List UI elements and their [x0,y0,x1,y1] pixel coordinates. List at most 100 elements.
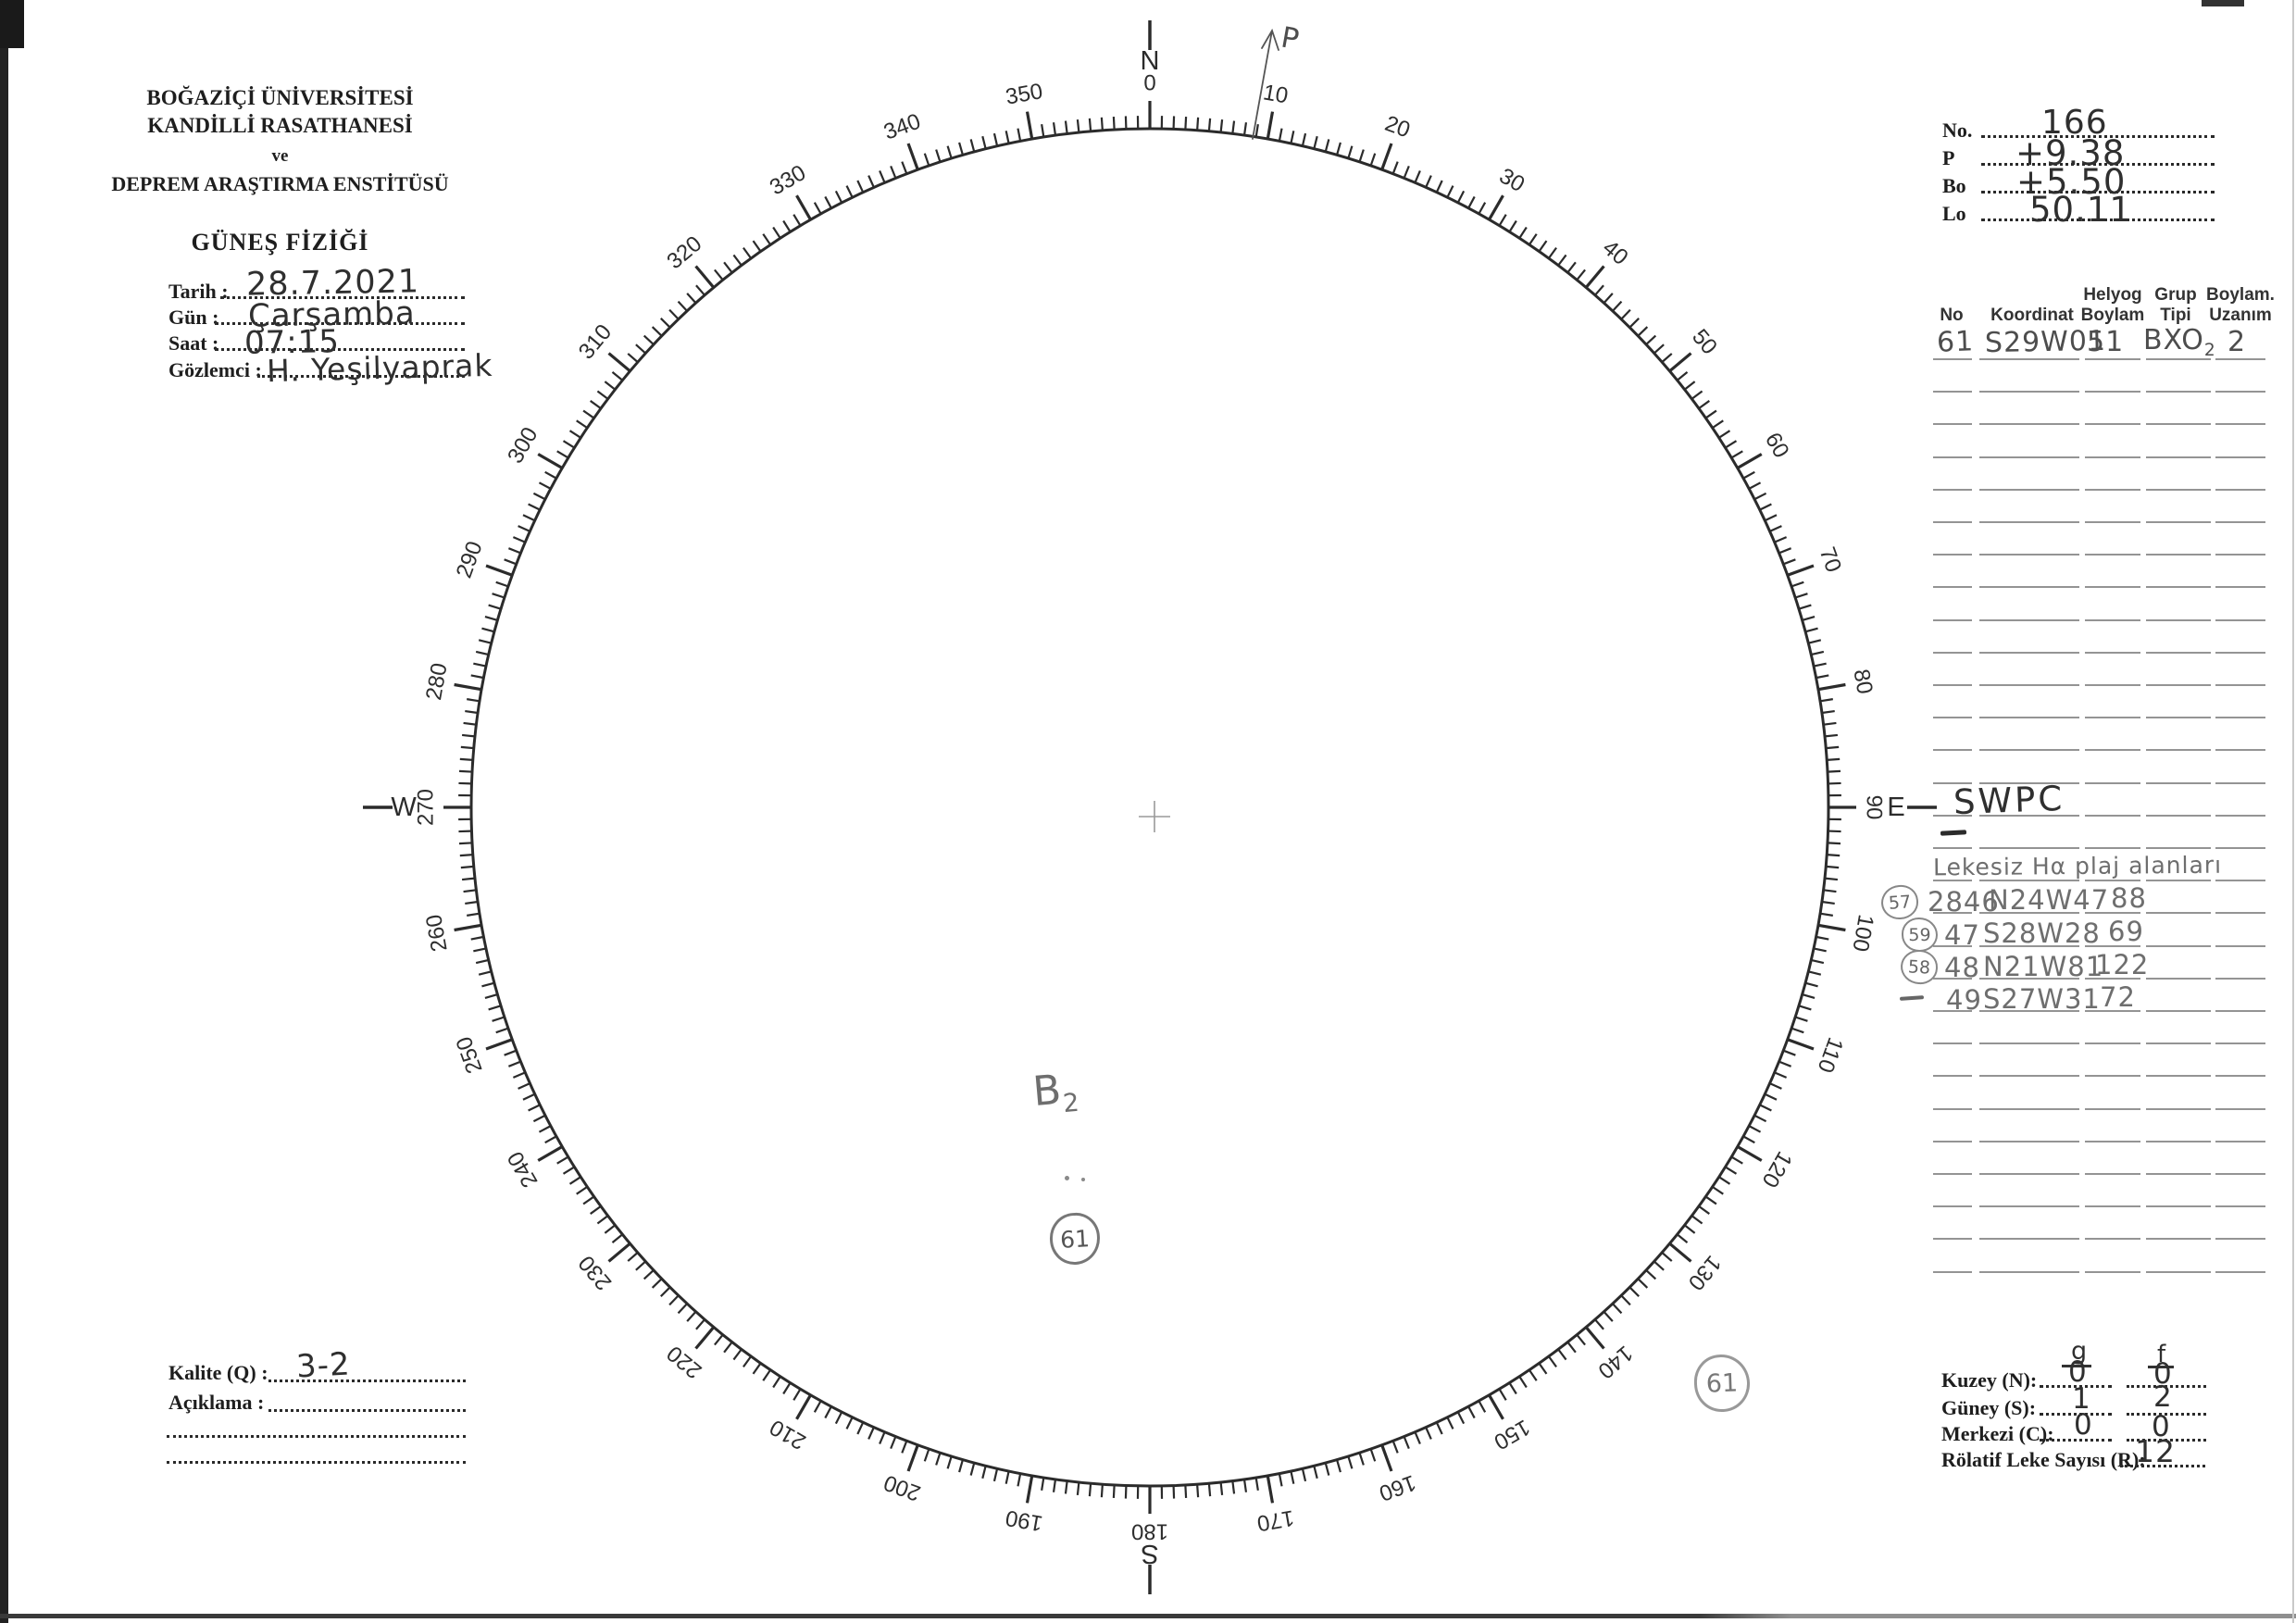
entry-grup-tipi: BXO2 [2143,324,2216,360]
table-row-line [1979,847,2079,849]
svg-text:70: 70 [1815,543,1847,575]
svg-text:110: 110 [1813,1034,1848,1076]
table-row-line [1933,618,1972,621]
note-label: Açıklama : [168,1391,265,1414]
svg-text:40: 40 [1598,235,1633,270]
table-row-line [2085,781,2140,784]
table-row-line [2215,586,2265,589]
table-row-line [1933,912,1972,915]
plage-area: 69 [2108,916,2144,947]
svg-text:200: 200 [880,1469,924,1505]
relative-number-value: 12 [2135,1433,2176,1469]
table-row-line [1979,1010,2079,1012]
table-row-line [1933,1173,1972,1175]
plage-badge: 59 [1902,918,1938,952]
table-row-line [1979,423,2079,426]
table-row-line [1933,717,1972,719]
table-row-line [2085,423,2140,426]
table-row-line [2085,717,2140,719]
center-crosshair [1139,801,1170,832]
table-row-line [1933,781,1972,784]
table-row-line [2146,684,2211,686]
table-row-line [2146,1075,2211,1078]
table-row-line [1979,521,2079,523]
entry-boylam-uzanim: 2 [2227,326,2247,358]
table-row-line [1933,1042,1972,1045]
table-row-line [1979,1107,2079,1110]
north-f-value: 0 [2153,1357,2173,1391]
north-label: Kuzey (N): [1941,1368,2038,1392]
table-row-line [2146,1010,2211,1012]
f-column-header: f [2157,1341,2167,1368]
table-row-line [1979,1173,2079,1175]
table-row-line [2085,1238,2140,1241]
g-column-header: g [2071,1337,2089,1366]
table-row-line [1979,358,2079,360]
institution-header: BOĞAZİÇİ ÜNİVERSİTESİ KANDİLLİ RASATHANE… [74,86,486,256]
plage-region: 47 [1944,919,1980,951]
note-line-2 [167,1435,466,1438]
lo-value: 50.11 [2029,190,2132,230]
cardinal-south: S [1141,1539,1158,1568]
table-row-line [2085,977,2140,980]
north-g-value: 0 [2068,1355,2088,1389]
table-row-line [2215,944,2265,947]
central-f-line [2127,1439,2206,1442]
plage-region: 2846 [1928,886,2000,918]
table-row-line [2215,1075,2265,1078]
table-row-line [2085,488,2140,491]
date-line [220,296,465,299]
table-row-line [2085,1205,2140,1208]
table-row-line [1933,880,1972,882]
table-row-line [2146,977,2211,980]
svg-text:220: 220 [662,1341,706,1383]
table-row-line [2085,618,2140,621]
table-row-line [2215,1107,2265,1110]
table-row-line [1979,1075,2079,1078]
day-label: Gün : [168,306,219,329]
svg-text:170: 170 [1255,1504,1296,1536]
table-row-line [2146,1042,2211,1045]
table-row-line [1979,1042,2079,1045]
swpc-title: SWPC [1953,778,2065,823]
svg-text:10: 10 [1261,80,1290,108]
table-row-line [2146,749,2211,752]
table-row-line [2215,651,2265,654]
p-line [1981,163,2215,166]
plage-coord: S27W31 [1983,983,2101,1015]
cardinal-east: E [1887,793,1904,822]
table-row-line [2146,618,2211,621]
day-line [215,322,465,325]
svg-text:20: 20 [1381,111,1413,144]
note-line-3 [167,1461,466,1464]
table-row-line [2146,847,2211,849]
degree-ticks [443,101,1856,1514]
table-row-line [2085,358,2140,360]
column-header-koordinat: Koordinat [1990,306,2074,325]
svg-text:350: 350 [1004,79,1044,110]
table-row-line [2085,586,2140,589]
cardinal-letters: N E S W [391,46,1904,1568]
column-header-helyog: Helyog [2083,285,2142,305]
table-row-line [1979,1270,2079,1273]
p-label: P [1942,146,1955,169]
bo-label: Bo [1942,174,1966,197]
table-row-line [1979,391,2079,393]
table-row-line [2085,847,2140,849]
svg-text:150: 150 [1490,1415,1534,1454]
south-label: Güney (S): [1941,1396,2037,1419]
cardinal-north: N [1141,46,1160,76]
plage-region: 48 [1944,952,1980,983]
central-label: Merkezi (C): [1941,1422,2054,1445]
svg-text:80: 80 [1849,668,1878,696]
table-row-line [2215,749,2265,752]
column-header-no: No [1940,306,1964,325]
south-g-line [2040,1413,2112,1416]
svg-text:210: 210 [766,1415,810,1454]
f-header-underline [2148,1366,2174,1368]
scan-edge-right [2292,0,2294,1623]
table-row-line [1979,684,2079,686]
group-type-annotation: B2 [1030,1066,1081,1119]
central-f-value: 0 [2152,1410,2171,1443]
table-row-line [1979,880,2079,882]
